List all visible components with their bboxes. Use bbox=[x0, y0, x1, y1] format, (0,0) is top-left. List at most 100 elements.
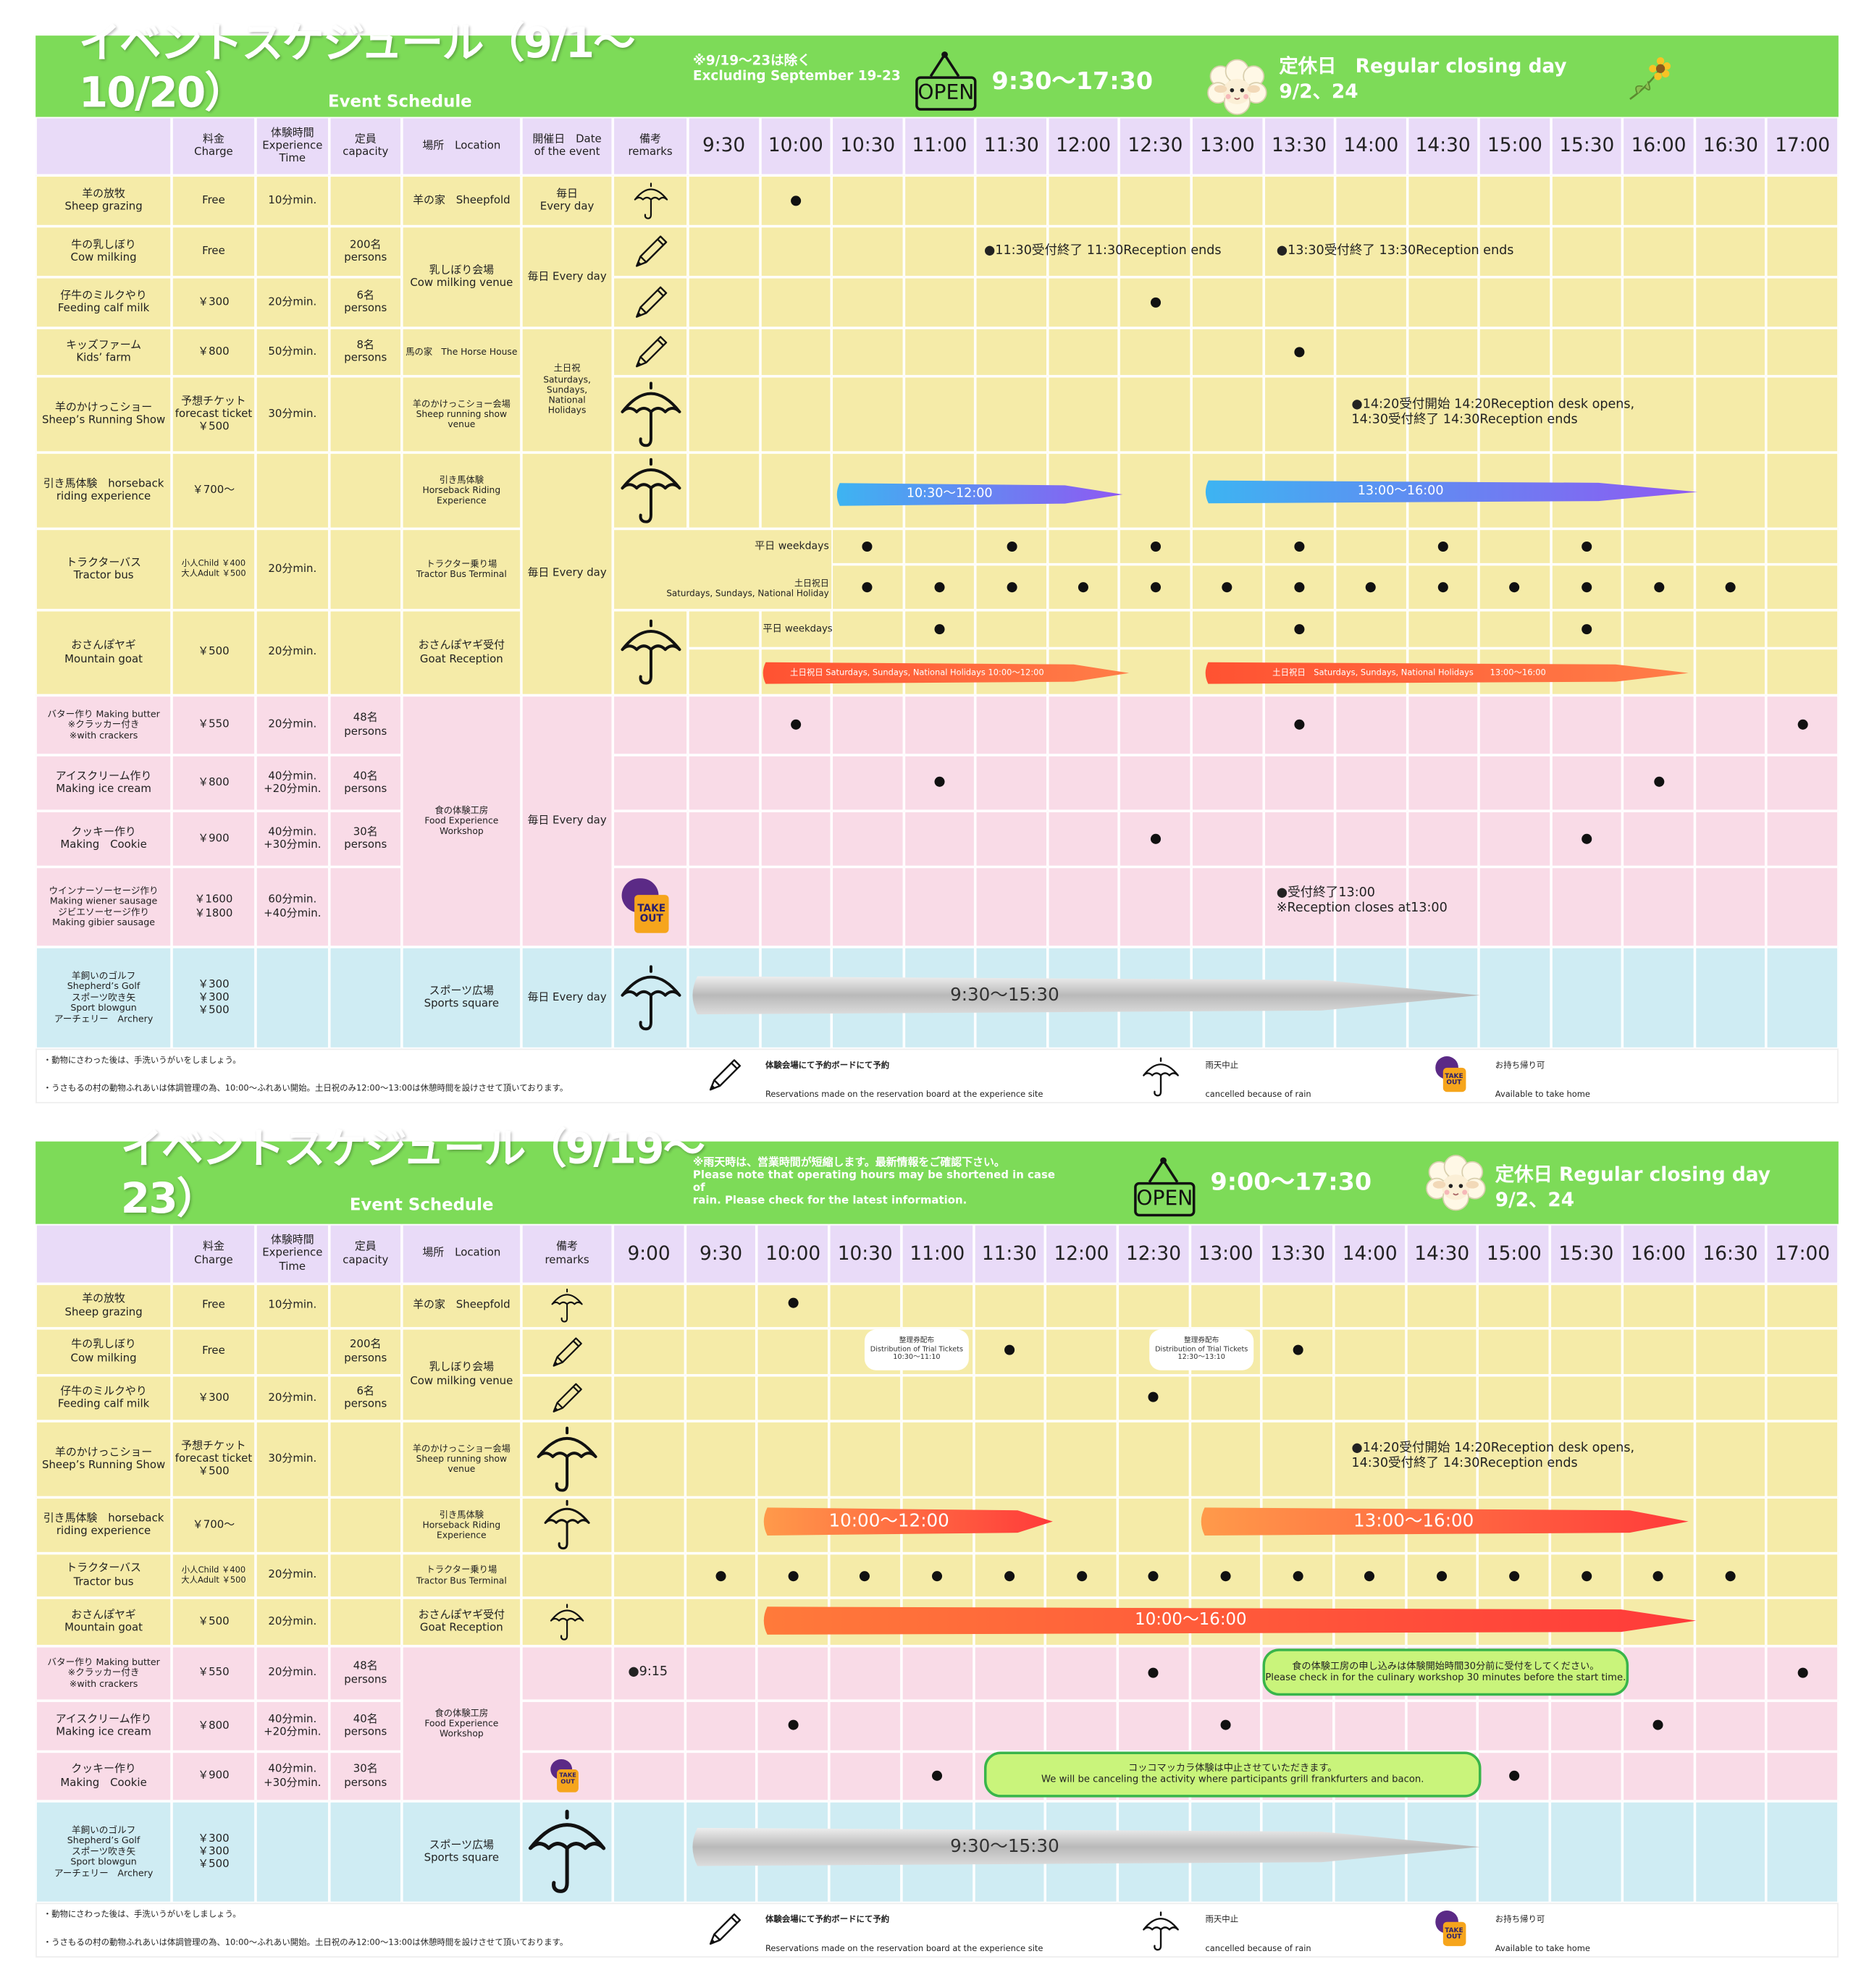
schedule-dot bbox=[1294, 719, 1305, 730]
empty-cell bbox=[255, 452, 329, 529]
schedule-note: ●14:20受付開始 14:20Reception desk opens, 14… bbox=[1351, 1441, 1635, 1471]
schedule-dot bbox=[1437, 582, 1448, 593]
schedule-dot bbox=[1437, 541, 1448, 552]
time-cell bbox=[1550, 947, 1623, 1049]
table-cell: 10分min. bbox=[255, 1284, 329, 1328]
empty-cell bbox=[329, 1553, 402, 1599]
table-cell: 牛の乳しぼり Cow milking bbox=[35, 226, 172, 277]
closing-days: 定休日 Regular closing day 9/2、24 bbox=[1279, 54, 1567, 104]
time-cell bbox=[1694, 1328, 1767, 1376]
empty-cell bbox=[255, 947, 329, 1049]
icon-part bbox=[1453, 1193, 1459, 1196]
time-cell bbox=[1406, 1420, 1479, 1498]
umbrella-icon bbox=[550, 1603, 584, 1640]
location-cell: おさんぽヤギ受付 Goat Reception bbox=[401, 610, 521, 696]
time-cell bbox=[901, 1284, 974, 1328]
time-cell bbox=[1479, 376, 1551, 453]
time-cell bbox=[1045, 1701, 1118, 1752]
time-cell bbox=[1119, 226, 1192, 277]
schedule-dot bbox=[1508, 1770, 1519, 1781]
time-cell bbox=[831, 327, 904, 376]
opening-hours: 9:00〜17:30 bbox=[1210, 1168, 1372, 1196]
table-cell: ￥550 bbox=[172, 695, 256, 755]
time-header: 12:00 bbox=[1047, 117, 1120, 176]
time-cell bbox=[1047, 610, 1120, 649]
time-cell bbox=[757, 1375, 829, 1421]
time-cell bbox=[1119, 648, 1192, 696]
location-cell: スポーツ広場 Sports square bbox=[401, 1800, 521, 1903]
icon-part bbox=[633, 188, 668, 201]
time-cell bbox=[1550, 1284, 1623, 1328]
time-cell bbox=[1261, 1375, 1334, 1421]
time-cell bbox=[1119, 610, 1192, 649]
schedule-note: ※9/19〜23は除く Excluding September 19-23 bbox=[692, 53, 901, 85]
column-header: 場所 Location bbox=[401, 117, 521, 176]
time-cell bbox=[1335, 226, 1407, 277]
icon-part bbox=[550, 1609, 584, 1622]
time-cell bbox=[1622, 1284, 1694, 1328]
schedule-note: 平日 weekdays bbox=[763, 622, 833, 634]
table-cell: 20分min. bbox=[255, 277, 329, 328]
icon-part bbox=[692, 976, 1480, 1015]
time-cell bbox=[1335, 610, 1407, 649]
time-cell bbox=[1335, 867, 1407, 948]
table-cell: 小人Child ￥400 大人Adult ￥500 bbox=[172, 528, 256, 610]
time-cell bbox=[1189, 1284, 1262, 1328]
legend-text: 体験会場にて予約ボードにて予約 bbox=[765, 1914, 890, 1925]
time-cell bbox=[1119, 175, 1192, 227]
time-cell bbox=[1047, 327, 1120, 376]
icon-part bbox=[537, 1436, 597, 1458]
time-cell bbox=[757, 1646, 829, 1701]
time-cell bbox=[1550, 277, 1623, 328]
schedule-dot bbox=[1150, 582, 1161, 593]
open-sign: OPEN bbox=[1134, 1182, 1196, 1217]
schedule-dot bbox=[1148, 1571, 1159, 1582]
time-arrow bbox=[836, 483, 1123, 506]
time-cell bbox=[1622, 376, 1695, 453]
time-header: 10:00 bbox=[760, 117, 832, 176]
time-cell bbox=[1766, 1284, 1839, 1328]
icon-part bbox=[1649, 57, 1671, 80]
time-cell bbox=[1406, 175, 1479, 227]
table-cell: ￥550 bbox=[172, 1646, 256, 1701]
takeout-bag: TAKE OUT bbox=[634, 895, 669, 933]
table-cell: 羊飼いのゴルフ Shepherd’s Golf スポーツ吹き矢 Sport bl… bbox=[35, 947, 172, 1049]
time-cell bbox=[903, 695, 976, 755]
table-cell: 20分min. bbox=[255, 1553, 329, 1599]
time-cell bbox=[1047, 867, 1120, 948]
legend-text: Reservations made on the reservation boa… bbox=[765, 1090, 1043, 1100]
schedule-dot bbox=[1294, 624, 1305, 635]
legend-text: Available to take home bbox=[1495, 1943, 1590, 1954]
umbrella-icon bbox=[620, 964, 681, 1030]
time-cell bbox=[1406, 811, 1479, 867]
sign-hanger bbox=[929, 51, 960, 77]
table-cell: 仔牛のミルクやり Feeding calf milk bbox=[35, 277, 172, 328]
icon-part bbox=[692, 1827, 1480, 1866]
column-header: 備考 remarks bbox=[613, 117, 688, 176]
time-cell bbox=[1478, 1375, 1550, 1421]
time-cell bbox=[975, 376, 1048, 453]
time-header: 16:00 bbox=[1622, 1223, 1694, 1284]
time-cell bbox=[1550, 1328, 1623, 1376]
table-cell: 48名 persons bbox=[329, 695, 402, 755]
time-cell bbox=[1550, 327, 1623, 376]
pencil-icon bbox=[709, 1913, 742, 1945]
time-cell bbox=[1622, 754, 1695, 812]
date-cell: 毎日 Every day bbox=[521, 175, 613, 227]
time-cell bbox=[1335, 327, 1407, 376]
date-cell: 毎日 Every day bbox=[521, 947, 613, 1049]
time-cell bbox=[1117, 1701, 1190, 1752]
time-cell bbox=[1335, 277, 1407, 328]
time-cell bbox=[1263, 226, 1335, 277]
time-cell bbox=[831, 695, 904, 755]
icon-part bbox=[1143, 1064, 1179, 1077]
time-cell bbox=[760, 277, 832, 328]
time-header: 13:30 bbox=[1263, 117, 1335, 176]
time-cell bbox=[975, 226, 1048, 277]
legend-text: お持ち帰り可 bbox=[1495, 1060, 1545, 1071]
schedule-dot bbox=[1582, 624, 1592, 635]
time-cell bbox=[613, 1284, 685, 1328]
time-header: 12:00 bbox=[1045, 1223, 1118, 1284]
time-arrow bbox=[1201, 1507, 1689, 1536]
footer-note: ・うさもるの村の動物ふれあいは体調管理の為、10:00〜ふれあい開始。土日祝のみ… bbox=[43, 1937, 568, 1948]
